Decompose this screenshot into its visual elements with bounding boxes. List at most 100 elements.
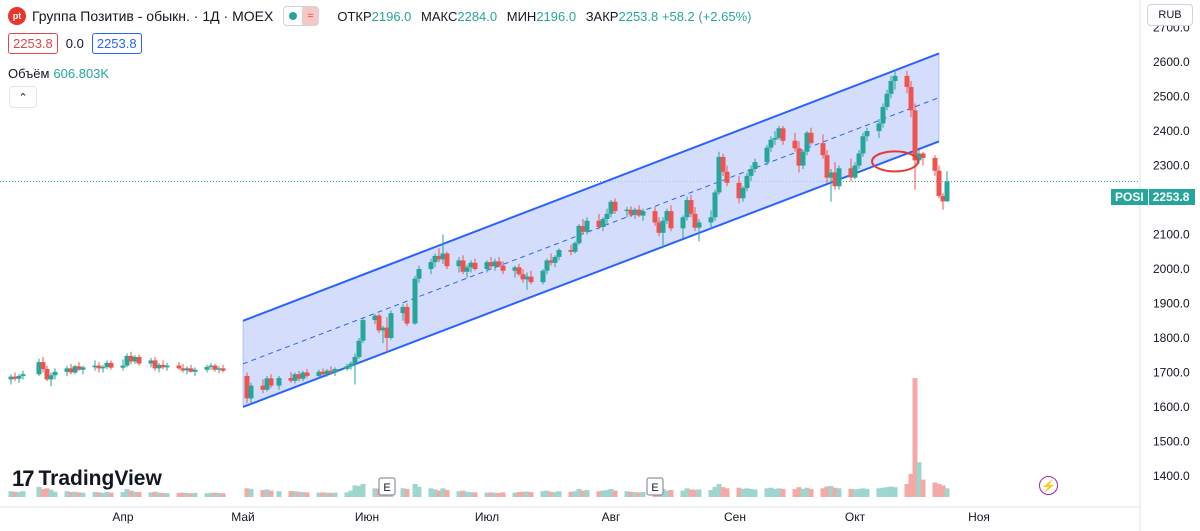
- volume-bar: [740, 488, 746, 497]
- volume-bar: [400, 488, 406, 497]
- volume-bar: [412, 483, 418, 497]
- last-price-value: 2253.8: [1148, 189, 1196, 205]
- volume-bar: [268, 490, 274, 497]
- market-open-dot-icon: [289, 12, 298, 20]
- volume-legend[interactable]: Объём 606.803K: [8, 66, 109, 81]
- volume-bar: [912, 378, 918, 497]
- volume-bar: [576, 488, 582, 497]
- volume-bar: [288, 490, 294, 497]
- candle-body: [276, 378, 282, 386]
- candle-body: [372, 315, 378, 321]
- delayed-data-icon: ≈: [302, 7, 319, 25]
- volume-bar: [668, 490, 674, 497]
- volume-bar: [124, 488, 130, 497]
- candle-body: [764, 147, 770, 163]
- sell-price-button[interactable]: 2253.8: [8, 33, 58, 54]
- volume-bar: [836, 488, 842, 497]
- candle-body: [432, 255, 438, 263]
- candle-body: [212, 365, 218, 370]
- candle-body: [444, 253, 450, 267]
- volume-bar: [640, 492, 646, 497]
- candle-body: [164, 365, 170, 368]
- volume-bar: [208, 492, 214, 497]
- candle-body: [820, 143, 826, 156]
- buy-price-button[interactable]: 2253.8: [91, 33, 142, 54]
- candle-body: [708, 217, 714, 223]
- candle-body: [684, 200, 690, 218]
- y-tick-label: 2500.0: [1153, 90, 1190, 104]
- candle-body: [344, 366, 350, 370]
- volume-bar: [692, 489, 698, 497]
- volume-bar: [52, 491, 58, 497]
- candle-body: [264, 378, 270, 390]
- y-tick-label: 2300.0: [1153, 159, 1190, 173]
- candle-body: [464, 267, 470, 272]
- lightning-icon[interactable]: ⚡: [1039, 476, 1058, 495]
- candle-body: [176, 365, 182, 369]
- y-tick-label: 1800.0: [1153, 331, 1190, 345]
- volume-bar: [880, 487, 886, 497]
- candle-body: [540, 270, 546, 283]
- candle-body: [520, 274, 526, 280]
- market-status-pill[interactable]: ≈: [283, 6, 320, 26]
- candle-body: [136, 356, 142, 364]
- candle-body: [864, 131, 870, 137]
- candle-body: [416, 269, 422, 279]
- candle-body: [936, 170, 942, 196]
- candle-body: [892, 75, 898, 82]
- volume-bar: [548, 491, 554, 497]
- volume-bar: [852, 489, 858, 497]
- bid-ask-row: 2253.8 0.0 2253.8: [8, 33, 142, 54]
- volume-bar: [792, 489, 798, 497]
- candle-body: [48, 375, 54, 380]
- volume-bar: [940, 485, 946, 497]
- candle-body: [680, 217, 686, 229]
- volume-bar: [212, 492, 218, 497]
- tradingview-logo[interactable]: 17 TradingView: [12, 466, 162, 492]
- candle-body: [216, 368, 222, 370]
- volume-bar: [92, 492, 98, 497]
- candle-body: [380, 327, 386, 331]
- chevron-up-icon: ⌃: [18, 91, 28, 104]
- volume-bar: [612, 490, 618, 497]
- volume-bar: [860, 488, 866, 497]
- candle-body: [736, 182, 742, 199]
- candle-body: [488, 262, 494, 267]
- y-tick-label: 2600.0: [1153, 55, 1190, 69]
- volume-bar: [684, 488, 690, 497]
- volume-bar: [828, 485, 834, 497]
- candle-body: [524, 276, 530, 280]
- last-price-label: POSI 2253.8: [1111, 189, 1196, 205]
- candle-body: [156, 364, 162, 369]
- collapse-legend-button[interactable]: ⌃: [9, 86, 37, 108]
- volume-bar: [152, 491, 158, 497]
- candle-body: [692, 213, 698, 228]
- candle-body: [440, 253, 446, 260]
- symbol-logo-icon[interactable]: pt: [8, 7, 26, 25]
- channel-lower-line: [242, 140, 940, 408]
- candle-body: [260, 385, 266, 390]
- candle-body: [832, 172, 838, 187]
- volume-bar: [744, 488, 750, 497]
- candle-body: [20, 374, 26, 376]
- volume-bar: [372, 488, 378, 497]
- candle-body: [556, 250, 562, 257]
- ohlc-high-label: МАКС: [421, 8, 458, 24]
- candle-body: [944, 181, 950, 202]
- candle-body: [128, 355, 134, 362]
- candle-body: [400, 306, 406, 314]
- volume-bar: [464, 491, 470, 497]
- x-tick-label: Апр: [112, 510, 134, 524]
- volume-bar: [712, 486, 718, 497]
- price-change: +58.2 (+2.65%): [661, 8, 752, 24]
- currency-select[interactable]: RUB: [1147, 4, 1193, 26]
- candle-body: [64, 368, 70, 372]
- candle-body: [572, 243, 578, 252]
- symbol-title[interactable]: Группа Позитив - обыкн. · 1Д · MOEX: [32, 8, 274, 24]
- candle-body: [468, 262, 474, 268]
- candle-body: [912, 110, 918, 161]
- volume-bar: [220, 493, 226, 497]
- candle-body: [688, 200, 694, 214]
- volume-bar: [752, 489, 758, 497]
